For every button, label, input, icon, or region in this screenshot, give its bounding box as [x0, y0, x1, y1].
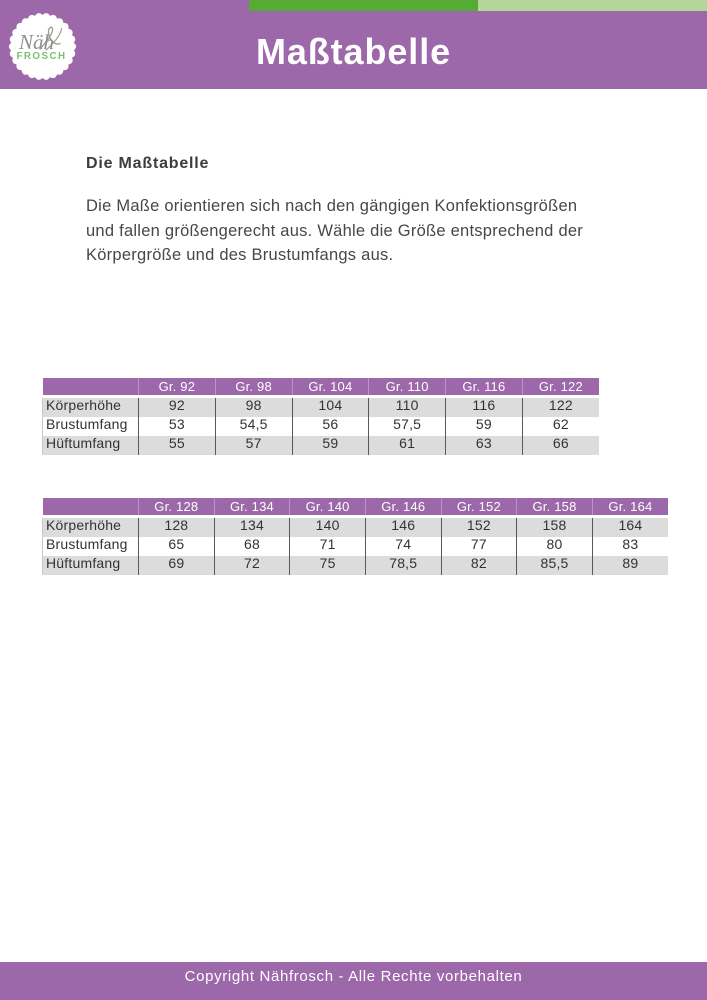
svg-text:Näh: Näh	[18, 30, 54, 54]
svg-text:FROSCH: FROSCH	[16, 51, 66, 62]
